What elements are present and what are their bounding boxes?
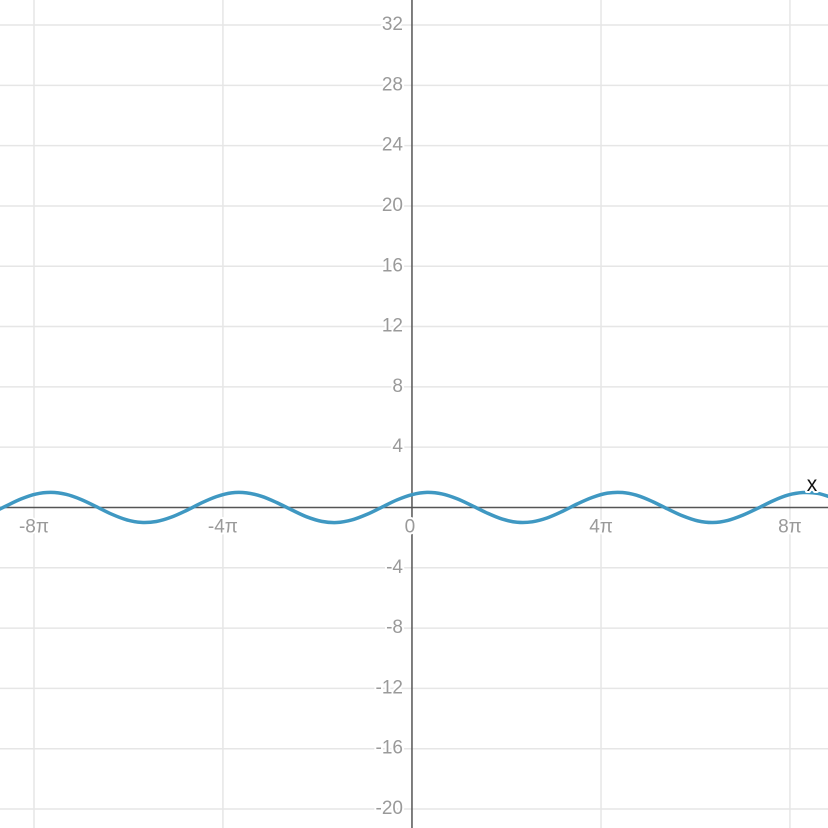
y-tick-label: -20 <box>376 798 403 819</box>
y-tick-label: 32 <box>382 14 403 35</box>
y-tick-label: -4 <box>386 557 403 578</box>
y-tick-label: 24 <box>382 135 404 156</box>
curve <box>0 490 828 525</box>
y-tick-label: 20 <box>382 195 403 216</box>
x-tick-label: -4π <box>208 516 238 537</box>
y-tick-label: 12 <box>382 316 403 337</box>
y-tick-label: 4 <box>392 436 403 457</box>
y-tick-label: 8 <box>392 376 403 397</box>
y-tick-label: 16 <box>382 255 403 276</box>
point-label: x <box>807 473 818 496</box>
labels: -8π -4π 0 4π 8π -20 -16 -12 -8 -4 4 8 12 16 20 24 28 32 x <box>17 12 820 821</box>
x-tick-label: 8π <box>778 516 802 537</box>
x-tick-label: 0 <box>405 516 416 537</box>
y-tick-label: 28 <box>382 74 403 95</box>
y-tick-label: -12 <box>376 677 403 698</box>
x-tick-label: -8π <box>19 516 49 537</box>
x-tick-label: 4π <box>589 516 613 537</box>
y-tick-label: -16 <box>376 738 403 759</box>
curves <box>0 490 828 525</box>
y-tick-label: -8 <box>386 617 403 638</box>
